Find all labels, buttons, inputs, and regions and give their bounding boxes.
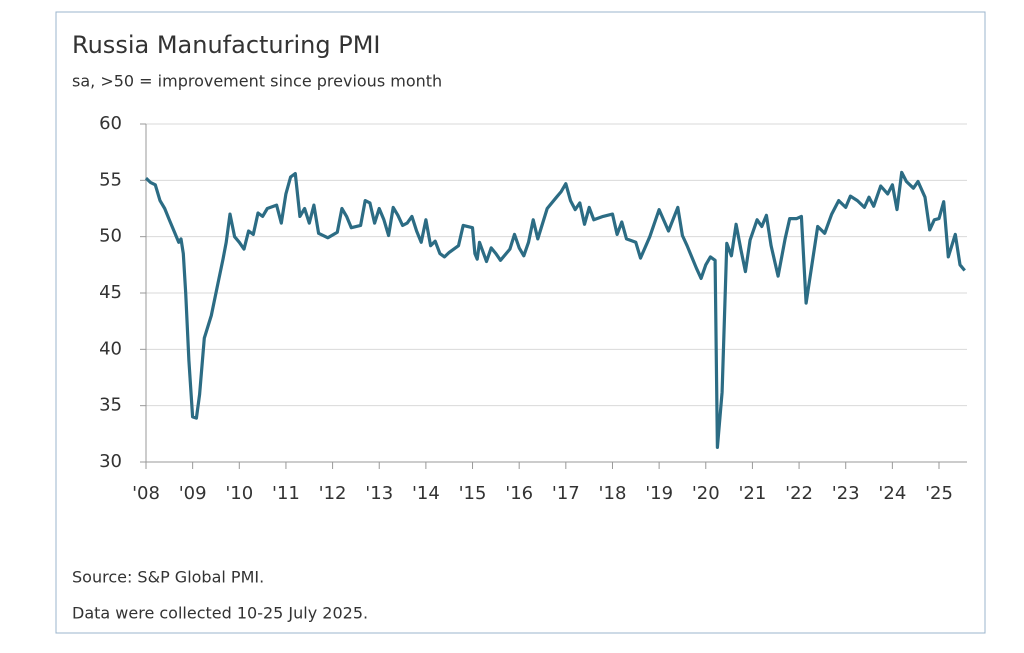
- y-tick-label: 60: [99, 113, 122, 134]
- note: Data were collected 10-25 July 2025.: [72, 604, 368, 623]
- frame: [55, 11, 986, 634]
- x-tick-label: '16: [505, 483, 533, 504]
- x-tick-label: '22: [785, 483, 813, 504]
- x-tick-label: '08: [132, 483, 160, 504]
- pmi-line: [144, 170, 966, 449]
- y-tick-label: 30: [99, 451, 122, 472]
- x-tick-label: '20: [692, 483, 720, 504]
- x-tick-label: '15: [459, 483, 487, 504]
- x-tick-label: '18: [599, 483, 627, 504]
- x-tick-label: '11: [272, 483, 300, 504]
- x-tick-label: '14: [412, 483, 440, 504]
- y-tick-label: 40: [99, 338, 122, 359]
- x-tick-label: '23: [832, 483, 860, 504]
- x-tick-label: '17: [552, 483, 580, 504]
- y-tick-label: 50: [99, 226, 122, 247]
- y-tick-label: 35: [99, 395, 122, 416]
- chart-title: Russia Manufacturing PMI: [72, 31, 381, 59]
- x-tick-label: '25: [925, 483, 953, 504]
- x-tick-label: '19: [645, 483, 673, 504]
- source: Source: S&P Global PMI.: [72, 568, 264, 587]
- x-tick-label: '09: [179, 483, 207, 504]
- y-tick-label: 55: [99, 169, 122, 190]
- y-tick-label: 45: [99, 282, 122, 303]
- x-tick-label: '21: [738, 483, 766, 504]
- x-tick-label: '13: [365, 483, 393, 504]
- chart-subtitle: sa, >50 = improvement since previous mon…: [72, 72, 442, 91]
- x-tick-label: '24: [878, 483, 906, 504]
- x-tick-label: '10: [225, 483, 253, 504]
- x-tick-label: '12: [319, 483, 347, 504]
